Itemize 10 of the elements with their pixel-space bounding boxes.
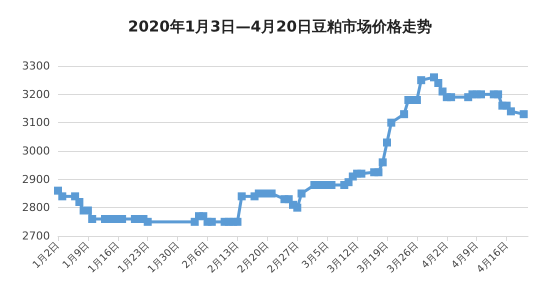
y-tick-label: 3300 [22,60,50,72]
y-tick-label: 3000 [22,144,50,158]
x-tick-label: 4月2日 [420,240,451,272]
x-tick-label: 1月2日 [30,240,62,272]
chart-title: 2020年1月3日—4月20日豆粕市场价格走势 [128,18,432,36]
y-tick-label: 3200 [22,88,50,101]
y-tick-label: 2800 [22,201,50,214]
y-tick-label: 2900 [22,172,50,186]
y-tick-label: 3100 [22,116,50,130]
y-tick-label: 2700 [22,230,50,242]
